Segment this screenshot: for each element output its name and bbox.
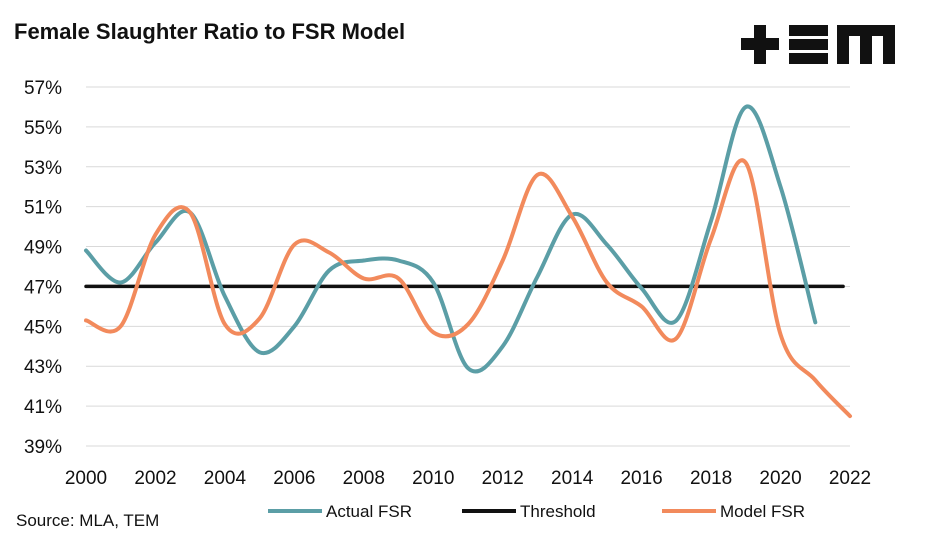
legend: Actual FSR Threshold Model FSR xyxy=(268,502,805,521)
x-tick-label: 2012 xyxy=(482,468,524,489)
source-note: Source: MLA, TEM xyxy=(16,511,159,530)
y-tick-label: 57% xyxy=(24,78,62,99)
x-tick-label: 2018 xyxy=(690,468,732,489)
x-tick-label: 2010 xyxy=(412,468,454,489)
x-tick-label: 2014 xyxy=(551,468,594,489)
y-tick-label: 43% xyxy=(24,357,62,378)
x-tick-label: 2000 xyxy=(65,468,107,489)
y-tick-label: 47% xyxy=(24,277,62,298)
y-axis-ticks: 39% 41% 43% 45% 47% 49% 51% 53% 55% 57% xyxy=(24,78,62,458)
series-line-actual-fsr xyxy=(84,104,818,374)
y-tick-label: 39% xyxy=(24,437,62,458)
x-tick-label: 2016 xyxy=(620,468,662,489)
series-lines xyxy=(84,104,852,419)
y-tick-label: 51% xyxy=(24,198,62,219)
y-tick-label: 41% xyxy=(24,397,62,418)
x-axis-ticks: 2000 2002 2004 2006 2008 2010 2012 2014 2016 2018… xyxy=(65,468,871,489)
grid-lines xyxy=(86,86,850,447)
x-tick-label: 2002 xyxy=(134,468,176,489)
y-tick-label: 55% xyxy=(24,118,62,139)
x-tick-label: 2008 xyxy=(343,468,385,489)
series-line-model-fsr xyxy=(84,158,852,419)
y-tick-label: 53% xyxy=(24,158,62,179)
x-tick-label: 2006 xyxy=(273,468,315,489)
x-tick-label: 2022 xyxy=(829,468,871,489)
x-tick-label: 2004 xyxy=(204,468,247,489)
tem-logo xyxy=(741,25,895,64)
chart-title: Female Slaughter Ratio to FSR Model xyxy=(14,19,405,44)
x-tick-label: 2020 xyxy=(759,468,801,489)
legend-label-model-fsr: Model FSR xyxy=(720,502,805,521)
legend-label-threshold: Threshold xyxy=(520,502,596,521)
y-tick-label: 45% xyxy=(24,317,62,338)
legend-label-actual-fsr: Actual FSR xyxy=(326,502,412,521)
y-tick-label: 49% xyxy=(24,238,62,259)
